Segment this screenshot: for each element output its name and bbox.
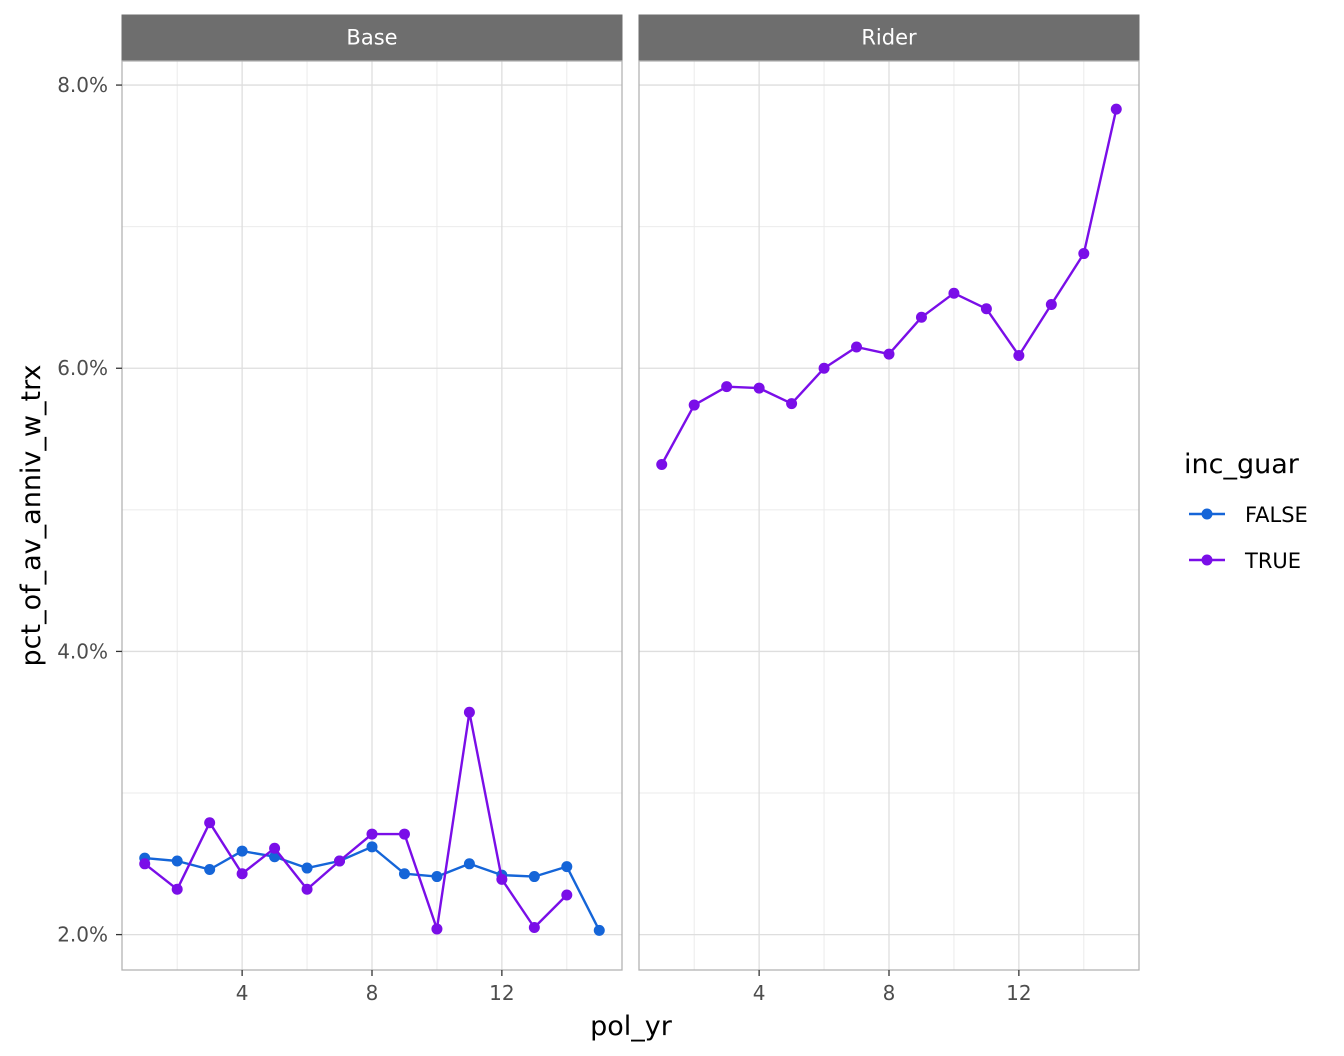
x-tick-label: 8 xyxy=(883,981,896,1005)
data-point xyxy=(656,459,668,471)
data-point xyxy=(463,858,475,870)
data-point xyxy=(786,398,798,410)
data-point xyxy=(366,828,378,840)
data-point xyxy=(398,868,410,880)
y-axis-ticks: 2.0% 4.0% 6.0% 8.0% xyxy=(57,73,122,947)
x-axis-ticks: 4 8 12 4 8 12 xyxy=(236,970,1032,1005)
x-tick-label: 12 xyxy=(1006,981,1031,1005)
facet-panels: Base Rider xyxy=(121,14,1140,971)
data-point xyxy=(334,855,346,867)
legend-label: TRUE xyxy=(1244,549,1301,573)
legend-key-point xyxy=(1201,508,1213,520)
data-point xyxy=(593,924,605,936)
data-point xyxy=(301,862,313,874)
data-point xyxy=(366,841,378,853)
data-point xyxy=(171,855,183,867)
data-point xyxy=(948,287,960,299)
x-tick-label: 4 xyxy=(753,981,766,1005)
facet-strip xyxy=(121,14,623,61)
data-point xyxy=(1013,350,1025,362)
data-point xyxy=(496,873,508,885)
facet-strip xyxy=(638,14,1140,61)
data-point xyxy=(269,842,281,854)
data-point xyxy=(269,851,281,863)
facet-panel-base: Base xyxy=(121,14,623,971)
data-point xyxy=(431,871,443,883)
data-point xyxy=(301,883,313,895)
data-point xyxy=(1045,299,1057,311)
data-point xyxy=(528,871,540,883)
data-point xyxy=(398,828,410,840)
data-point xyxy=(915,311,927,323)
y-tick-label: 2.0% xyxy=(57,923,108,947)
data-point xyxy=(980,303,992,315)
data-point xyxy=(463,706,475,718)
series-true xyxy=(139,706,573,935)
data-point xyxy=(688,399,700,411)
facet-strip-label: Base xyxy=(346,26,397,50)
x-tick-label: 4 xyxy=(236,981,249,1005)
data-point xyxy=(561,889,573,901)
y-tick-label: 6.0% xyxy=(57,356,108,380)
series-true xyxy=(656,103,1122,471)
legend-key-point xyxy=(1201,554,1213,566)
data-point xyxy=(171,883,183,895)
data-point xyxy=(818,362,830,374)
data-point xyxy=(139,858,151,870)
data-point xyxy=(204,817,216,829)
legend-label: FALSE xyxy=(1245,503,1308,527)
legend-item-false: FALSE xyxy=(1189,503,1308,527)
facet-strip-label: Rider xyxy=(861,26,917,50)
series-line xyxy=(143,711,568,931)
y-axis-title: pct_of_av_anniv_w_trx xyxy=(16,365,47,667)
y-tick-label: 8.0% xyxy=(57,73,108,97)
data-point xyxy=(753,382,765,394)
legend-title: inc_guar xyxy=(1184,449,1300,480)
data-point xyxy=(528,922,540,934)
x-tick-label: 12 xyxy=(489,981,514,1005)
x-tick-label: 8 xyxy=(366,981,379,1005)
data-point xyxy=(204,863,216,875)
data-point xyxy=(431,923,443,935)
legend-item-true: TRUE xyxy=(1189,549,1301,573)
x-axis-title: pol_yr xyxy=(590,1011,673,1042)
data-point xyxy=(721,381,733,393)
data-point xyxy=(236,845,248,857)
data-point xyxy=(561,861,573,873)
data-point xyxy=(236,868,248,880)
data-point xyxy=(851,341,863,353)
data-point xyxy=(883,348,895,360)
facet-panel-rider: Rider xyxy=(638,14,1140,971)
y-tick-label: 4.0% xyxy=(57,639,108,663)
legend: inc_guar FALSE TRUE xyxy=(1184,449,1308,573)
data-point xyxy=(1078,248,1090,260)
legend-items: FALSE TRUE xyxy=(1189,503,1308,573)
data-point xyxy=(1110,103,1122,115)
